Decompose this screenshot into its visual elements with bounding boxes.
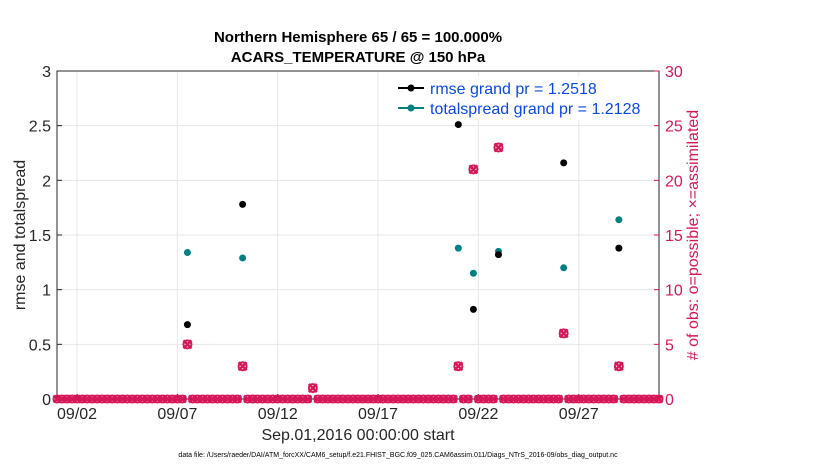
rmse-point: [239, 200, 247, 208]
obs-possible-point: [558, 328, 569, 339]
rmse-point: [494, 251, 502, 259]
totalspread-point: [615, 216, 623, 224]
totalspread-point: [560, 264, 568, 272]
obs-assimilated-zero-point: [609, 394, 619, 404]
obs-possible-zero-point: [233, 394, 243, 404]
legend-rmse-marker: [407, 84, 415, 92]
obs-assimilated-point: [613, 361, 624, 372]
y-tick-label-left: 3: [42, 64, 51, 81]
obs-possible-point: [453, 361, 464, 372]
y-tick-label-right: 0: [665, 392, 674, 409]
obs-possible-point: [182, 339, 193, 350]
obs-assimilated-zero-point: [233, 394, 242, 404]
footnote: data file: /Users/raeder/DAI/ATM_forcXX/…: [178, 452, 618, 459]
grid: [57, 71, 659, 399]
y-tick-label-left: 2.5: [29, 119, 51, 136]
totalspread-point: [239, 254, 247, 262]
legend-box: [392, 76, 654, 120]
obs-possible-zero-point: [488, 394, 498, 404]
obs-assimilated-zero-point: [654, 394, 664, 404]
y-tick-label-right: 25: [665, 119, 683, 136]
obs-possible-point: [307, 383, 318, 394]
y-tick-label-left: 0.5: [29, 337, 51, 354]
obs-possible-point: [613, 361, 624, 372]
rmse-point: [183, 321, 191, 329]
y-tick-label-right: 15: [665, 228, 683, 245]
obs-assimilated-point: [182, 339, 193, 350]
y-tick-label-left: 0: [42, 392, 51, 409]
obs-assimilated-zero-point: [178, 394, 187, 404]
chart-title-line2: ACARS_TEMPERATURE @ 150 hPa: [231, 49, 486, 66]
axis-ticks: 09/02 09/07 09/12 09/17 09/22 09/27 0 0 0.5 5 1 10 1…: [29, 64, 683, 423]
obs-assimilated-zero-point: [554, 394, 564, 404]
rmse-point: [469, 305, 477, 313]
obs-possible-point: [468, 164, 479, 175]
y-tick-label-left: 2: [42, 173, 51, 190]
obs-assimilated-point: [237, 361, 248, 372]
obs-assimilated-point: [453, 361, 464, 372]
obs-possible-zero-point: [177, 394, 187, 404]
x-tick-label: 09/07: [157, 406, 197, 423]
obs-possible-point: [493, 142, 504, 153]
obs-assimilated-zero-point: [303, 394, 313, 404]
obs-possible-zero-point: [463, 394, 473, 404]
chart-title-line1: Northern Hemisphere 65 / 65 = 100.000%: [214, 29, 502, 46]
obs-assimilated-point: [307, 383, 318, 393]
totalspread-point: [183, 248, 191, 256]
y-tick-label-right: 30: [665, 64, 683, 81]
y-tick-label-right: 20: [665, 173, 683, 190]
obs-possible-zero-point: [303, 394, 313, 404]
obs-possible-point: [237, 361, 248, 372]
legend-totalspread-marker: [407, 104, 415, 112]
obs-assimilated-point: [558, 328, 569, 339]
x-tick-label: 09/27: [559, 406, 599, 423]
obs-assimilated-point: [493, 142, 504, 153]
x-tick-label: 09/12: [258, 406, 298, 423]
obs-assimilated-zero-point: [448, 394, 458, 404]
x-axis-label: Sep.01,2016 00:00:00 start: [261, 427, 455, 444]
x-tick-label: 09/17: [358, 406, 398, 423]
obs-possible-zero-point: [609, 394, 619, 404]
obs-possible-zero-point: [654, 394, 664, 404]
obs-assimilated-point: [468, 164, 479, 175]
rmse-point: [454, 121, 462, 129]
legend-rmse-label: rmse grand pr = 1.2518: [430, 81, 597, 98]
legend: rmse grand pr = 1.2518 totalspread grand…: [392, 76, 654, 120]
data-marks: [52, 121, 664, 404]
totalspread-point: [454, 244, 462, 252]
y-axis-label-left: rmse and totalspread: [12, 160, 29, 310]
x-tick-label: 09/22: [458, 406, 498, 423]
y-tick-label-right: 10: [665, 283, 683, 300]
legend-totalspread-label: totalspread grand pr = 1.2128: [430, 101, 640, 118]
obs-possible-zero-point: [554, 394, 564, 404]
x-tick-label: 09/02: [57, 406, 97, 423]
rmse-point: [560, 159, 568, 167]
y-tick-label-left: 1: [42, 283, 51, 300]
obs-possible-zero-point: [448, 394, 458, 404]
y-tick-label-right: 5: [665, 337, 674, 354]
rmse-point: [615, 244, 623, 252]
totalspread-point: [469, 269, 477, 277]
obs-assimilated-zero-point: [489, 394, 498, 404]
y-axis-label-right: # of obs: o=possible; ×=assimilated: [685, 110, 702, 360]
obs-assimilated-zero-point: [463, 394, 473, 404]
y-tick-label-left: 1.5: [29, 228, 51, 245]
